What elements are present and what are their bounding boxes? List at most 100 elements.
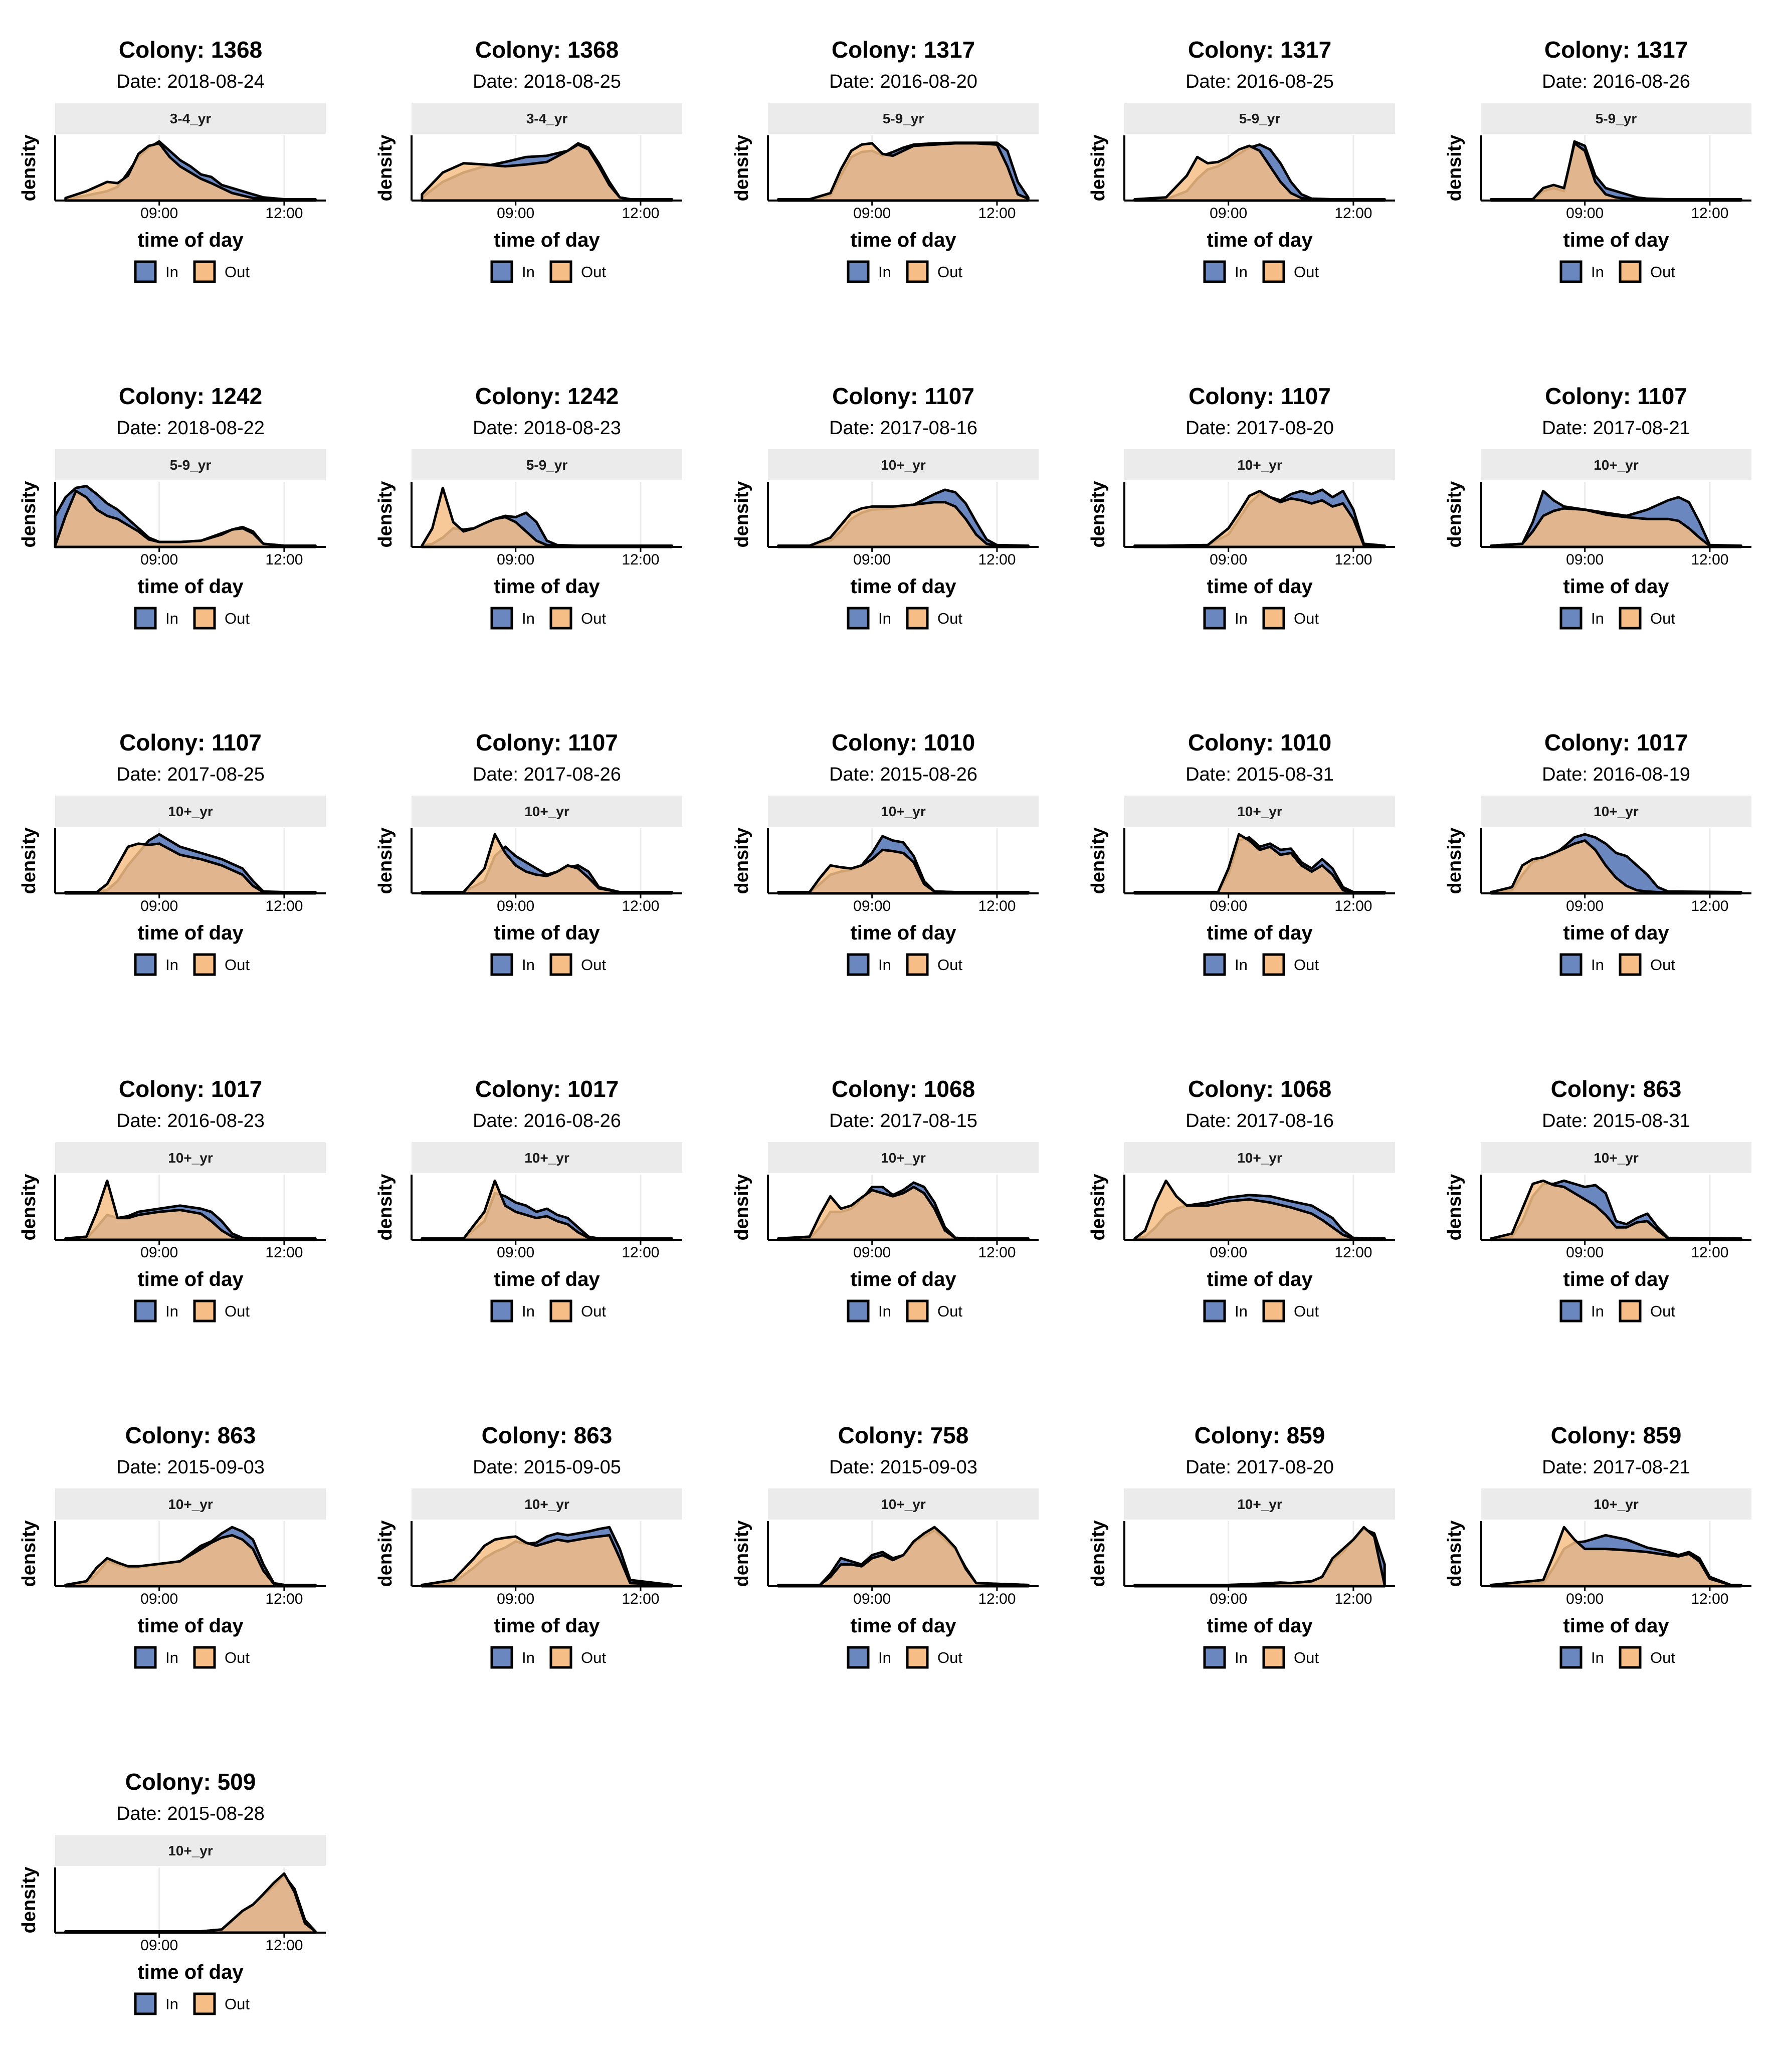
legend-label-in: In: [1235, 263, 1248, 281]
density-area-out: [1133, 489, 1386, 548]
x-tick-label: 09:00: [853, 898, 891, 914]
legend-label-out: Out: [1294, 263, 1319, 281]
legend-label-in: In: [165, 1302, 178, 1320]
chart-subtitle: Date: 2015-08-31: [1186, 764, 1334, 785]
legend-key-in: [1203, 1646, 1226, 1669]
y-axis-label: density: [19, 1866, 40, 1933]
legend-label-out: Out: [1650, 956, 1675, 974]
chart-title: Colony: 1017: [475, 1076, 619, 1102]
chart-panel: Colony: 1017 Date: 2016-08-26 10+_yr 09:00 1…: [375, 1076, 682, 1323]
chart-subtitle: Date: 2018-08-24: [116, 71, 265, 92]
chart-subtitle: Date: 2016-08-26: [1542, 71, 1690, 92]
chart-subtitle: Date: 2017-08-16: [1186, 1110, 1334, 1132]
x-tick-label: 12:00: [265, 205, 303, 222]
facet-strip: [768, 103, 1039, 134]
legend-key-in: [134, 953, 157, 976]
chart-subtitle: Date: 2016-08-23: [116, 1110, 265, 1132]
x-tick-label: 09:00: [1210, 898, 1247, 914]
legend-label-out: Out: [581, 956, 606, 974]
legend-label-out: Out: [581, 1649, 606, 1666]
x-tick-label: 12:00: [1334, 1591, 1372, 1607]
legend-label-out: Out: [937, 1649, 962, 1666]
x-axis-label: time of day: [1563, 576, 1669, 598]
x-axis-label: time of day: [494, 576, 600, 598]
x-axis-label: time of day: [1207, 1615, 1313, 1637]
legend-label-in: In: [165, 1649, 178, 1666]
legend-key-in: [1559, 953, 1583, 976]
legend-key-out: [906, 1646, 929, 1669]
x-tick-label: 09:00: [853, 1591, 891, 1607]
chart-panel: Colony: 1107 Date: 2017-08-26 10+_yr 09:00 1…: [375, 729, 682, 976]
legend-key-in: [1203, 607, 1226, 630]
legend-key-in: [134, 1992, 157, 2015]
density-area-out: [1133, 1526, 1386, 1588]
y-axis-label: density: [1444, 134, 1465, 201]
legend-key-out: [193, 607, 216, 630]
legend-key-out: [1619, 607, 1642, 630]
density-area-out: [421, 486, 673, 548]
legend-label-out: Out: [937, 1302, 962, 1320]
x-tick-label: 09:00: [853, 1244, 891, 1261]
legend-label-out: Out: [225, 1995, 250, 2013]
x-tick-label: 12:00: [1334, 1244, 1372, 1261]
y-axis-label: density: [375, 481, 396, 547]
chart-panel: Colony: 1107 Date: 2017-08-20 10+_yr 09:00 1…: [1088, 383, 1395, 630]
legend-label-out: Out: [1650, 263, 1675, 281]
facet-strip: [768, 1488, 1039, 1520]
legend-label-in: In: [1235, 610, 1248, 627]
facet-label: 5-9_yr: [170, 457, 212, 473]
legend-label-in: In: [1591, 1302, 1604, 1320]
x-axis-label: time of day: [850, 576, 956, 598]
facet-label: 10+_yr: [524, 1150, 569, 1166]
facet-label: 5-9_yr: [526, 457, 568, 473]
facet-strip: [768, 1142, 1039, 1173]
x-tick-label: 12:00: [622, 205, 659, 222]
chart-subtitle: Date: 2015-09-03: [829, 1457, 977, 1478]
facet-strip: [1481, 449, 1751, 480]
legend-key-in: [847, 260, 870, 283]
legend-label-in: In: [1591, 956, 1604, 974]
legend-label-in: In: [522, 263, 535, 281]
chart-title: Colony: 1317: [1188, 37, 1331, 63]
facet-label: 10+_yr: [1594, 1496, 1639, 1512]
legend-label-out: Out: [225, 1649, 250, 1666]
legend-key-in: [847, 1646, 870, 1669]
legend-key-in: [134, 260, 157, 283]
chart-panel: Colony: 1017 Date: 2016-08-23 10+_yr 09:00 1…: [19, 1076, 326, 1323]
legend-label-out: Out: [1650, 1649, 1675, 1666]
density-area-out: [64, 142, 317, 202]
legend-key-in: [1559, 1299, 1583, 1323]
x-tick-label: 12:00: [1334, 551, 1372, 568]
legend-key-out: [549, 260, 572, 283]
x-tick-label: 12:00: [622, 1591, 659, 1607]
x-tick-label: 09:00: [1566, 551, 1604, 568]
x-axis-label: time of day: [137, 922, 244, 944]
x-tick-label: 09:00: [140, 1591, 178, 1607]
chart-panel: Colony: 859 Date: 2017-08-20 10+_yr 09:00 12…: [1088, 1422, 1395, 1669]
x-axis-label: time of day: [137, 1268, 244, 1290]
facet-label: 5-9_yr: [1596, 111, 1637, 126]
x-tick-label: 12:00: [265, 551, 303, 568]
y-axis-label: density: [731, 481, 752, 547]
x-tick-label: 09:00: [1210, 1591, 1247, 1607]
facet-strip: [412, 449, 682, 480]
chart-subtitle: Date: 2017-08-16: [829, 418, 977, 439]
legend-label-out: Out: [1294, 610, 1319, 627]
y-axis-label: density: [1088, 1520, 1109, 1587]
chart-panel: Colony: 863 Date: 2015-09-05 10+_yr 09:00 12…: [375, 1422, 682, 1669]
x-tick-label: 09:00: [497, 205, 534, 222]
legend-label-in: In: [1235, 1649, 1248, 1666]
chart-title: Colony: 1017: [119, 1076, 262, 1102]
density-area-out: [64, 1872, 317, 1934]
legend-label-in: In: [1591, 610, 1604, 627]
chart-subtitle: Date: 2017-08-20: [1186, 418, 1334, 439]
density-area-out: [777, 848, 1030, 895]
facet-label: 10+_yr: [168, 1843, 213, 1858]
facet-label: 10+_yr: [1594, 1150, 1639, 1166]
facet-strip: [55, 1835, 326, 1866]
legend-key-in: [490, 1299, 513, 1323]
chart-title: Colony: 1317: [832, 37, 975, 63]
facet-label: 3-4_yr: [170, 111, 212, 126]
legend-label-in: In: [522, 1649, 535, 1666]
facet-label: 10+_yr: [168, 804, 213, 819]
